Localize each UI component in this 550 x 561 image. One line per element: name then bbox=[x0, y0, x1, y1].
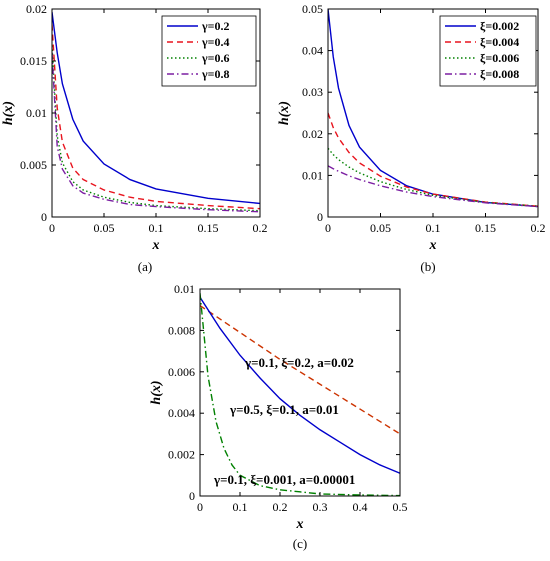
chart-2-series-line-2 bbox=[200, 293, 400, 496]
chart-0-series-line-3 bbox=[52, 52, 260, 213]
chart-2-y-tick-label: 0.004 bbox=[168, 406, 195, 420]
chart-0-legend-label-1: γ=0.4 bbox=[201, 35, 229, 49]
chart-2-y-tick-label: 0.006 bbox=[168, 365, 195, 379]
chart-2-x-tick-label: 0 bbox=[197, 500, 203, 514]
chart-2-x-tick-label: 0.4 bbox=[353, 500, 368, 514]
chart-2-caption: (c) bbox=[293, 536, 307, 551]
chart-0-y-tick-label: 0.005 bbox=[20, 158, 47, 172]
chart-1-series-line-2 bbox=[328, 147, 538, 207]
chart-2-y-tick-label: 0 bbox=[189, 489, 195, 503]
chart-2-y-tick-label: 0.008 bbox=[168, 323, 195, 337]
chart-0-y-tick-label: 0.015 bbox=[20, 54, 47, 68]
chart-1-x-tick-label: 0.15 bbox=[475, 221, 496, 235]
chart-1-y-tick-label: 0.01 bbox=[302, 168, 323, 182]
chart-1-y-axis-label: h(x) bbox=[277, 101, 292, 125]
chart-0-series-line-2 bbox=[52, 45, 260, 212]
chart-1-y-tick-label: 0.02 bbox=[302, 127, 323, 141]
chart-panel-b: 0 0.05 0.1 0.15 0.2 0 0.01 0.02 0.03 0.04 0.05 x h(x… bbox=[277, 2, 546, 274]
chart-0-x-tick-label: 0.1 bbox=[149, 221, 164, 235]
chart-0-x-tick-label: 0.15 bbox=[198, 221, 219, 235]
chart-0-y-tick-label: 0 bbox=[41, 210, 47, 224]
chart-1-series-line-0 bbox=[328, 9, 538, 208]
chart-2-x-tick-label: 0.2 bbox=[273, 500, 288, 514]
chart-0-legend-label-3: γ=0.8 bbox=[201, 67, 229, 81]
chart-0-x-tick-label: 0 bbox=[49, 221, 55, 235]
chart-2-annotation-1: γ=0.5, ξ=0.1, a=0.01 bbox=[229, 402, 339, 417]
chart-0-series-line-1 bbox=[52, 24, 260, 210]
chart-2-axes-box bbox=[199, 288, 401, 497]
chart-0-series-line-0 bbox=[52, 12, 260, 205]
chart-1-legend-label-0: ξ=0.002 bbox=[480, 19, 519, 33]
chart-2-x-tick-label: 0.5 bbox=[393, 500, 408, 514]
chart-2-annotation-2: γ=0.1, ξ=0.001, a=0.00001 bbox=[213, 472, 355, 487]
chart-1-y-tick-label: 0.04 bbox=[302, 44, 323, 58]
chart-1-series-line-3 bbox=[328, 165, 538, 208]
chart-1-y-tick-label: 0 bbox=[317, 210, 323, 224]
chart-2-series-line-0 bbox=[200, 304, 400, 435]
chart-1-x-tick-label: 0 bbox=[325, 221, 331, 235]
chart-1-x-tick-label: 0.05 bbox=[370, 221, 391, 235]
chart-0-y-tick-label: 0.01 bbox=[26, 106, 47, 120]
chart-1-series-line-1 bbox=[328, 112, 538, 207]
chart-1-x-tick-label: 0.1 bbox=[426, 221, 441, 235]
chart-panel-a: 0 0.05 0.1 0.15 0.2 0 0.005 0.01 0.015 0.02 x h(x) (… bbox=[1, 2, 268, 274]
chart-2-y-tick-label: 0.01 bbox=[174, 282, 195, 296]
chart-0-legend-label-0: γ=0.2 bbox=[201, 19, 229, 33]
chart-2-annotation-0: γ=0.1, ξ=0.2, a=0.02 bbox=[244, 355, 354, 370]
chart-0-legend-label-2: γ=0.6 bbox=[201, 51, 229, 65]
chart-0-caption: (a) bbox=[138, 259, 152, 274]
chart-1-caption: (b) bbox=[420, 259, 435, 274]
chart-panel-c: 0 0.1 0.2 0.3 0.4 0.5 0 0.002 0.004 0.006 0.008 0.0… bbox=[149, 282, 408, 551]
chart-1-legend-label-2: ξ=0.006 bbox=[480, 51, 519, 65]
chart-1-legend-label-3: ξ=0.008 bbox=[480, 67, 519, 81]
chart-0-x-tick-label: 0.2 bbox=[253, 221, 268, 235]
chart-2-y-axis-label: h(x) bbox=[149, 380, 164, 404]
chart-0-x-tick-label: 0.05 bbox=[94, 221, 115, 235]
chart-2-x-axis-label: x bbox=[296, 517, 304, 532]
chart-2-x-tick-label: 0.3 bbox=[313, 500, 328, 514]
chart-1-y-tick-label: 0.03 bbox=[302, 85, 323, 99]
chart-1-x-tick-label: 0.2 bbox=[531, 221, 546, 235]
chart-0-y-axis-label: h(x) bbox=[1, 101, 16, 125]
chart-1-legend-label-1: ξ=0.004 bbox=[480, 35, 519, 49]
chart-2-y-tick-label: 0.002 bbox=[168, 448, 195, 462]
chart-0-y-tick-label: 0.02 bbox=[26, 2, 47, 16]
chart-1-x-axis-label: x bbox=[429, 238, 437, 253]
chart-1-y-tick-label: 0.05 bbox=[302, 2, 323, 16]
chart-0-x-axis-label: x bbox=[152, 238, 160, 253]
chart-2-x-tick-label: 0.1 bbox=[233, 500, 248, 514]
chart-2-series-line-1 bbox=[200, 296, 400, 474]
